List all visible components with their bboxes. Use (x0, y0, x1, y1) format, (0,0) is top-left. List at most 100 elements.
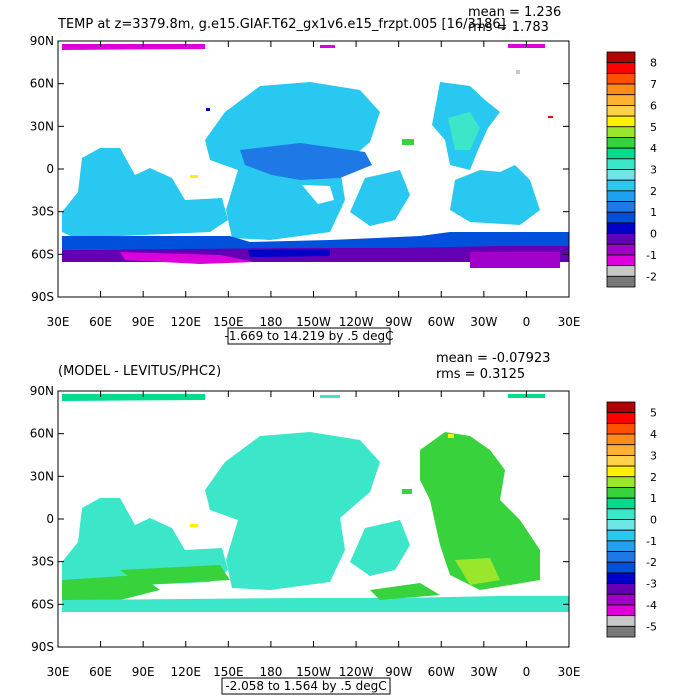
colorbar-swatch (606, 444, 636, 456)
colorbar-swatch (606, 222, 636, 234)
colorbar-label: -2 (646, 270, 657, 283)
x-tick-label: 30W (470, 665, 497, 679)
y-tick-label: 60N (30, 427, 54, 441)
y-tick-label: 30N (30, 119, 54, 133)
colorbar-swatch (606, 169, 636, 181)
field-so2-bottom (62, 596, 569, 612)
colorbar-swatch (606, 115, 636, 128)
field-dot2-bottom (190, 524, 198, 527)
x-tick-label: 150W (296, 315, 331, 329)
x-tick-label: 60E (89, 665, 112, 679)
x-tick-label: 0 (523, 665, 531, 679)
colorbar-swatch (606, 243, 636, 256)
field-dot3-top (548, 116, 553, 118)
field-arctic-top (62, 44, 205, 50)
colorbar-label: 7 (650, 78, 657, 91)
x-axis-top: 30E 60E 90E 120E 150E 180 150W 120W 90W 60W 30W 0 30… (47, 41, 580, 329)
colorbar-swatch (606, 497, 636, 510)
field-atlantic-bottom (420, 432, 540, 590)
colorbar-label: 8 (650, 57, 657, 70)
x-tick-label: 60W (428, 315, 455, 329)
x-tick-label: 90E (132, 665, 155, 679)
colorbar-label: -1 (646, 249, 657, 262)
y-tick-label: 90S (31, 640, 54, 654)
x-tick-label: 60E (89, 315, 112, 329)
colorbar-label: -1 (646, 535, 657, 548)
colorbar-swatch (606, 433, 636, 446)
range-label-bottom: -2.058 to 1.564 by .5 degC (225, 679, 386, 693)
x-tick-label: 90W (385, 315, 412, 329)
x-tick-label: 150E (213, 315, 244, 329)
field-arctic-bottom (62, 394, 205, 401)
colorbar-label: 6 (650, 99, 657, 112)
colorbar-swatch (606, 422, 636, 435)
field-so1-bottom (62, 575, 160, 605)
panel-bottom: (MODEL - LEVITUS/PHC2) mean = -0.07923 r… (30, 351, 657, 695)
colorbar-label: 4 (650, 142, 657, 155)
colorbar-swatch (606, 147, 636, 160)
colorbar-top: 8 7 6 5 4 3 2 1 0 -1 -2 (606, 51, 657, 288)
y-axis-bottom: 90N 60N 30N 0 30S 60S 90S (30, 384, 569, 654)
colorbar-swatch (606, 487, 636, 499)
x-tick-label: 30W (470, 315, 497, 329)
x-tick-label: 30E (47, 315, 70, 329)
y-tick-label: 90N (30, 34, 54, 48)
x-tick-label: 30E (558, 665, 581, 679)
y-tick-label: 30S (31, 205, 54, 219)
field-so3-bottom (120, 565, 230, 585)
colorbar-swatch (606, 254, 636, 267)
colorbar-swatch (606, 540, 636, 552)
chart-title-top: TEMP at z=3379.8m, g.e15.GIAF.T62_gx1v6.… (57, 17, 506, 32)
field-pacific-deep-top (240, 143, 372, 180)
field-so1-top (62, 232, 569, 250)
field-dot4-top (206, 108, 210, 111)
field-arctic2-bottom (320, 395, 340, 398)
colorbar-swatch (606, 455, 636, 467)
colorbar-swatch (606, 62, 636, 74)
colorbar-label: 2 (650, 185, 657, 198)
field-arctic2-top (320, 45, 335, 48)
field-dot2-top (190, 175, 198, 178)
y-tick-label: 60S (31, 597, 54, 611)
field-sepac-top (350, 170, 410, 226)
y-tick-label: 60S (31, 247, 54, 261)
panel-top: TEMP at z=3379.8m, g.e15.GIAF.T62_gx1v6.… (30, 5, 657, 345)
field-indian-bottom (62, 498, 228, 588)
colorbar-label: -2 (646, 556, 657, 569)
rms-label-top: rms = 1.783 (468, 20, 549, 35)
field-so4-bottom (370, 583, 440, 600)
field-atlantic-warm-bottom (455, 558, 500, 585)
colorbar-label: 5 (650, 121, 657, 134)
range-box-bottom (221, 677, 391, 695)
colorbar-label: -4 (646, 599, 657, 612)
field-dot1-bottom (448, 434, 454, 438)
colorbar-swatch (606, 179, 636, 192)
colorbar-swatch (606, 211, 636, 224)
x-tick-label: 120E (171, 315, 202, 329)
field-indian-top (62, 148, 228, 238)
field-pacific-gap-top (302, 185, 334, 204)
y-tick-label: 90N (30, 384, 54, 398)
field-so4-top (248, 249, 330, 257)
colorbar-swatch (606, 401, 636, 414)
x-tick-label: 0 (523, 315, 531, 329)
field-sepac-bottom (350, 520, 410, 576)
range-label-top: -1.669 to 14.219 by .5 degC (225, 329, 394, 343)
field-dot3-bottom (402, 489, 412, 494)
map-area-bottom (57, 390, 570, 648)
mean-label-bottom: mean = -0.07923 (436, 351, 550, 366)
colorbar-swatch (606, 465, 636, 478)
x-tick-label: 30E (47, 665, 70, 679)
colorbar-bottom: 5 4 3 2 1 0 -1 -2 -3 -4 -5 (606, 401, 657, 638)
colorbar-label: 3 (650, 164, 657, 177)
x-tick-label: 90W (385, 665, 412, 679)
x-tick-label: 120E (171, 665, 202, 679)
colorbar-swatch (606, 201, 636, 213)
x-tick-label: 60W (428, 665, 455, 679)
x-tick-label: 150W (296, 665, 331, 679)
rms-label-bottom: rms = 0.3125 (436, 367, 525, 382)
colorbar-swatch (606, 529, 636, 542)
field-dot5-top (516, 70, 520, 74)
x-axis-bottom: 30E 60E 90E 120E 150E 180 150W 120W 90W 60W 30W 0 30… (47, 391, 581, 679)
y-axis-top: 90N 60N 30N 0 30S 60S 90S (30, 34, 569, 304)
